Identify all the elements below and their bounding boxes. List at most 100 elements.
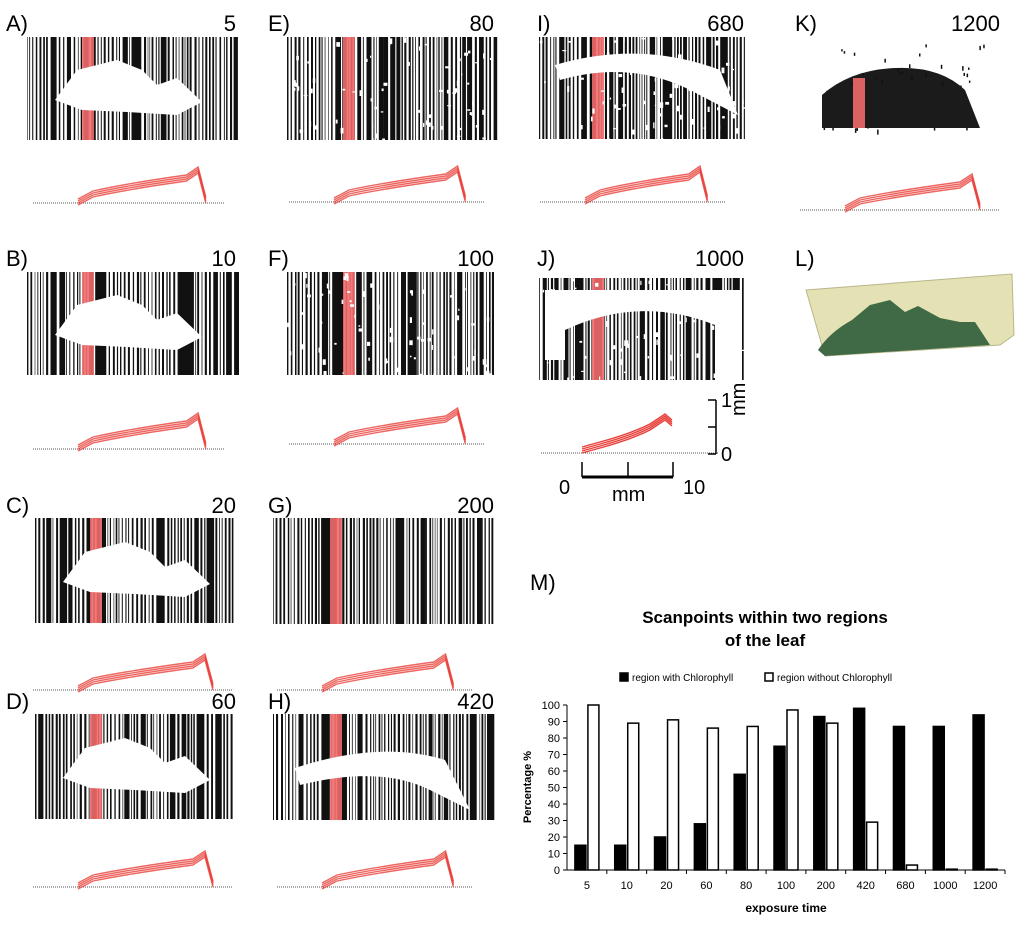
scan-image-h	[273, 714, 495, 820]
panel-exposure-k: 1200	[951, 11, 1000, 36]
scale-vertical-top: 1	[721, 390, 733, 412]
y-tick-label: 0	[554, 865, 560, 877]
scan-image-f	[287, 272, 494, 378]
profile-trace-j	[541, 413, 718, 454]
scan-image-k	[800, 37, 1004, 140]
panel-label-m: M)	[530, 570, 556, 595]
panel-exposure-j: 1000	[695, 246, 744, 271]
scan-image-i	[539, 37, 746, 141]
panel-label-j: J)	[537, 246, 556, 271]
y-tick-label: 90	[548, 717, 560, 729]
panel-exposure-d: 60	[211, 689, 236, 714]
panel-label-e: E)	[268, 11, 290, 36]
chart-bars	[574, 704, 998, 871]
panel-label-k: K)	[795, 11, 817, 36]
chart-title-line2: of the leaf	[724, 631, 806, 650]
bar-without-chlorophyll	[985, 868, 998, 871]
scan-image-j	[539, 278, 744, 382]
x-tick-label: 20	[660, 880, 672, 892]
chart-axes: 0 10 20 30 40 50 60 70 80 90 100 Percentage % exposu…	[522, 700, 1006, 915]
panel-exposure-h: 420	[457, 689, 494, 714]
x-tick-label: 10	[621, 880, 633, 892]
bar-without-chlorophyll	[905, 864, 919, 871]
bar-with-chlorophyll	[693, 823, 707, 871]
panel-exposure-e: 80	[469, 11, 494, 36]
bar-without-chlorophyll	[865, 821, 879, 871]
bar-with-chlorophyll	[852, 707, 866, 871]
chart-legend: region with Chlorophyll region without Ch…	[619, 672, 892, 684]
bar-with-chlorophyll	[653, 836, 667, 871]
panel-exposure-i: 680	[707, 11, 744, 36]
scale-horizontal-unit: mm	[612, 484, 646, 506]
y-tick-label: 10	[548, 849, 560, 861]
scan-image-e	[287, 37, 498, 143]
profile-trace-g	[277, 652, 473, 693]
panel-label-b: B)	[6, 246, 28, 271]
bar-with-chlorophyll	[613, 844, 627, 871]
panel-label-d: D)	[6, 689, 30, 714]
bar-with-chlorophyll	[892, 725, 906, 871]
panel-label-c: C)	[6, 493, 30, 518]
scale-horizontal-left: 0	[559, 477, 571, 499]
bar-without-chlorophyll	[945, 868, 959, 871]
y-tick-label: 70	[548, 750, 560, 762]
legend-swatch	[764, 672, 774, 682]
bar-without-chlorophyll	[746, 725, 759, 871]
bar-without-chlorophyll	[786, 709, 799, 871]
bar-with-chlorophyll	[574, 844, 587, 871]
panel-label-l: L)	[795, 246, 815, 271]
scan-image-b	[27, 272, 239, 375]
bar-with-chlorophyll	[932, 725, 946, 871]
x-tick-label: 5	[584, 880, 590, 892]
x-tick-label: 1200	[973, 880, 997, 892]
scale-bars	[581, 399, 717, 479]
panel-exposure-a: 5	[223, 11, 236, 36]
bar-without-chlorophyll	[626, 722, 640, 871]
panel-label-f: F)	[268, 246, 289, 271]
profile-trace-a	[33, 165, 225, 206]
scan-image-g	[273, 518, 494, 624]
y-tick-label: 30	[548, 816, 560, 828]
panel-exposure-b: 10	[211, 246, 236, 271]
y-axis-label: Percentage %	[522, 751, 534, 823]
scale-vertical-bottom: 0	[721, 444, 733, 466]
legend-label: region without Chlorophyll	[777, 673, 892, 684]
scan-image-c	[35, 518, 234, 623]
scale-horizontal-right: 10	[683, 477, 706, 499]
bar-with-chlorophyll	[733, 773, 746, 871]
x-tick-label: 200	[817, 880, 835, 892]
legend-swatch	[619, 672, 629, 682]
chart-title-line1: Scanpoints within two regions	[642, 608, 888, 627]
panel-label-h: H)	[268, 689, 292, 714]
profile-trace-i	[540, 164, 726, 205]
bar-without-chlorophyll	[666, 719, 680, 871]
bar-with-chlorophyll	[813, 715, 826, 871]
y-tick-label: 80	[548, 733, 560, 745]
x-tick-label: 80	[740, 880, 752, 892]
bar-without-chlorophyll	[706, 727, 720, 871]
x-axis-label: exposure time	[745, 901, 827, 915]
y-tick-label: 50	[548, 783, 560, 795]
profile-trace-k	[800, 172, 1000, 213]
bar-without-chlorophyll	[826, 722, 839, 871]
profile-trace-f	[289, 406, 485, 447]
panel-exposure-g: 200	[457, 493, 494, 518]
x-tick-label: 680	[896, 880, 914, 892]
leaf-photo	[805, 273, 1015, 357]
profile-trace-c	[33, 652, 233, 693]
profile-trace-h	[277, 849, 473, 890]
x-tick-label: 420	[856, 880, 874, 892]
x-tick-label: 1000	[933, 880, 957, 892]
panel-exposure-f: 100	[457, 246, 494, 271]
panel-label-a: A)	[6, 11, 28, 36]
x-tick-label: 100	[777, 880, 795, 892]
legend-label: region with Chlorophyll	[632, 673, 733, 684]
bar-with-chlorophyll	[972, 714, 985, 871]
y-tick-label: 40	[548, 799, 560, 811]
y-tick-label: 60	[548, 766, 560, 778]
bar-without-chlorophyll	[587, 704, 600, 871]
x-tick-label: 60	[700, 880, 712, 892]
scan-image-a	[27, 37, 238, 140]
